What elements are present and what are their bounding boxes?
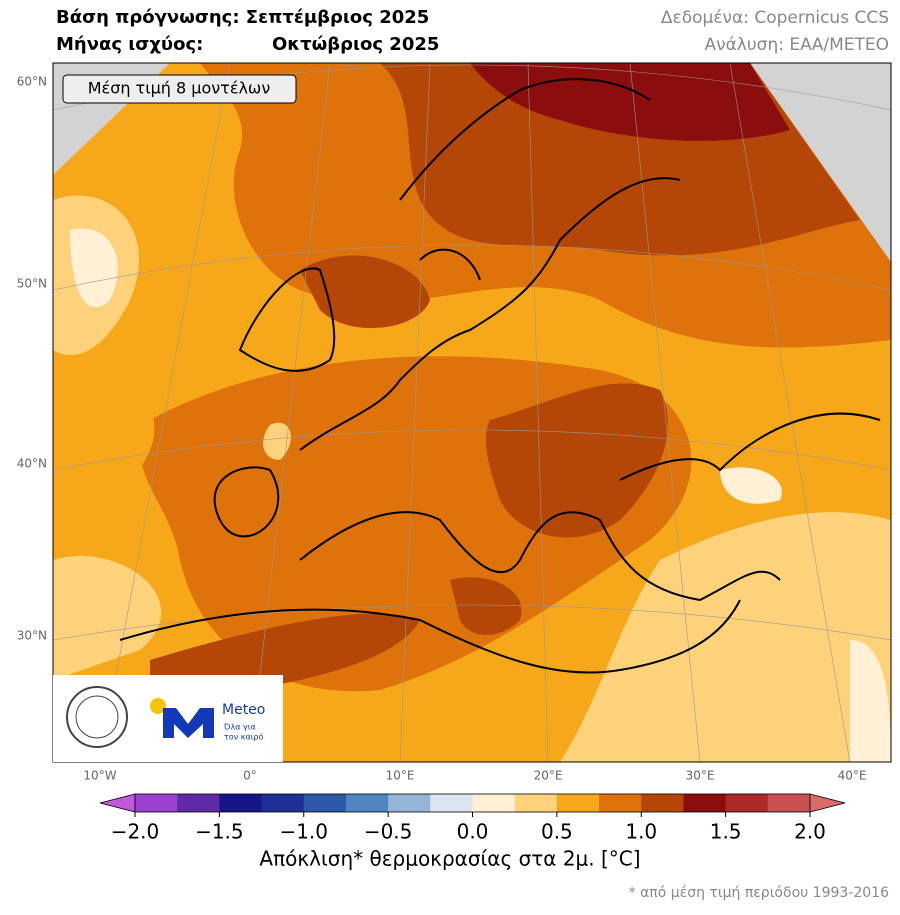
valid-month: Οκτώβριος 2025	[272, 34, 439, 55]
colorbar-segment	[135, 794, 178, 812]
logo-panel: Meteo Όλα για τον καιρό	[53, 675, 283, 762]
map-frame	[52, 62, 892, 763]
lon-label: 0°	[243, 769, 257, 783]
colorbar-segment	[303, 794, 347, 812]
lat-label: 50°N	[17, 277, 47, 291]
lon-label: 30°E	[686, 769, 715, 783]
logo-brand: Meteo	[222, 702, 265, 718]
colorbar-over	[809, 793, 846, 813]
colorbar-tick-label: −2.0	[111, 820, 160, 844]
colorbar-segment	[345, 794, 389, 812]
colorbar: −2.0 −1.5 −1.0 −0.5 0.0 0.5 1.0 1.5 2.0	[99, 793, 846, 844]
colorbar-segment	[261, 794, 305, 812]
lon-label: 20°E	[534, 769, 563, 783]
colorbar-segment	[641, 794, 684, 812]
colorbar-segment	[767, 794, 811, 812]
colorbar-tick-label: 0.5	[541, 820, 573, 844]
colorbar-segment	[683, 794, 727, 812]
colorbar-segment	[599, 794, 642, 812]
colorbar-segment	[219, 794, 263, 812]
colorbar-tick-label: −1.0	[279, 820, 328, 844]
logo-sun	[150, 698, 166, 714]
valid-label: Μήνας ισχύος:	[56, 34, 203, 55]
colorbar-segment	[514, 794, 558, 812]
logo-tagline: τον καιρό	[224, 732, 263, 742]
logo-tagline: Όλα για	[223, 722, 256, 732]
colorbar-label: Απόκλιση* θερμοκρασίας στα 2μ. [°C]	[259, 847, 640, 871]
colorbar-tick-label: 1.0	[625, 820, 657, 844]
logo-mark	[163, 708, 214, 738]
colorbar-under	[99, 793, 136, 813]
colorbar-tick-label: 2.0	[794, 820, 826, 844]
map	[53, 63, 891, 762]
colorbar-tick-label: −1.5	[195, 820, 244, 844]
lat-label: 40°N	[17, 457, 47, 471]
inset-label: Μέση τιμή 8 μοντέλων	[88, 79, 271, 98]
colorbar-segment	[388, 794, 431, 812]
forecast-base: Βάση πρόγνωσης: Σεπτέμβριος 2025	[56, 7, 429, 28]
lon-labels: 10°W 0° 10°E 20°E 30°E 40°E	[83, 769, 866, 783]
colorbar-tick-label: −0.5	[364, 820, 413, 844]
colorbar-tick-label: 1.5	[710, 820, 742, 844]
lon-label: 10°W	[83, 769, 116, 783]
colorbar-segment	[430, 794, 473, 812]
lat-label: 30°N	[17, 629, 47, 643]
lon-label: 10°E	[386, 769, 415, 783]
colorbar-tick-label: 0.0	[457, 820, 489, 844]
footnote: * από μέση τιμή περιόδου 1993-2016	[629, 885, 889, 901]
inset-box	[62, 74, 297, 104]
lat-labels: 60°N 50°N 40°N 30°N	[17, 75, 47, 643]
lon-label: 40°E	[838, 769, 867, 783]
analysis: Ανάλυση: ΕΑΑ/METEO	[704, 35, 889, 55]
colorbar-segment	[177, 794, 220, 812]
data-source: Δεδομένα: Copernicus CCS	[661, 8, 889, 28]
colorbar-segment	[725, 794, 769, 812]
colorbar-segment	[556, 794, 600, 812]
colorbar-segment	[472, 794, 516, 812]
observatory-seal-inner	[75, 695, 119, 739]
observatory-seal	[66, 686, 128, 748]
lat-label: 60°N	[17, 75, 47, 89]
